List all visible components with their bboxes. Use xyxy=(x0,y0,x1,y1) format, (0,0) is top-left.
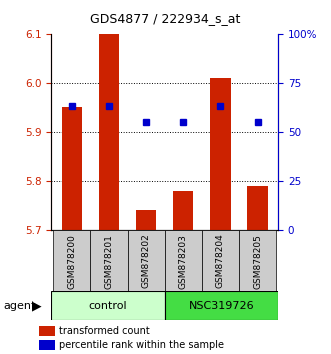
Bar xyxy=(39,326,55,336)
Text: GSM878200: GSM878200 xyxy=(67,234,76,289)
Bar xyxy=(53,230,90,292)
Bar xyxy=(202,230,239,292)
Text: GSM878201: GSM878201 xyxy=(104,234,114,289)
Text: GSM878205: GSM878205 xyxy=(253,234,262,289)
Text: GSM878204: GSM878204 xyxy=(216,234,225,289)
Bar xyxy=(99,34,119,230)
Text: percentile rank within the sample: percentile rank within the sample xyxy=(59,340,224,350)
Bar xyxy=(165,230,202,292)
Bar xyxy=(39,340,55,350)
Text: NSC319726: NSC319726 xyxy=(189,301,254,311)
Bar xyxy=(210,78,231,230)
Bar xyxy=(239,230,276,292)
Text: transformed count: transformed count xyxy=(59,326,150,336)
Bar xyxy=(165,291,278,320)
Bar xyxy=(136,211,156,230)
Bar xyxy=(127,230,165,292)
Bar xyxy=(62,107,82,230)
Bar xyxy=(90,230,127,292)
Text: GDS4877 / 222934_s_at: GDS4877 / 222934_s_at xyxy=(90,12,241,25)
Text: control: control xyxy=(89,301,127,311)
Text: agent: agent xyxy=(3,301,36,311)
Bar xyxy=(173,191,194,230)
Bar xyxy=(51,291,165,320)
Text: GSM878203: GSM878203 xyxy=(179,234,188,289)
Bar xyxy=(247,186,268,230)
Text: GSM878202: GSM878202 xyxy=(142,234,151,289)
Text: ▶: ▶ xyxy=(32,300,42,313)
